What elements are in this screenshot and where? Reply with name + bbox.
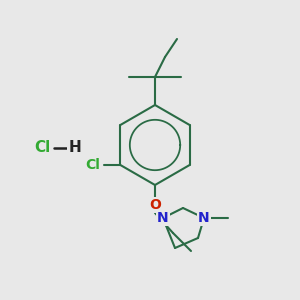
Text: Cl: Cl xyxy=(85,158,100,172)
Text: N: N xyxy=(198,211,210,225)
Text: O: O xyxy=(149,198,161,212)
Text: N: N xyxy=(157,211,169,225)
Text: Cl: Cl xyxy=(34,140,50,155)
Text: H: H xyxy=(69,140,81,155)
